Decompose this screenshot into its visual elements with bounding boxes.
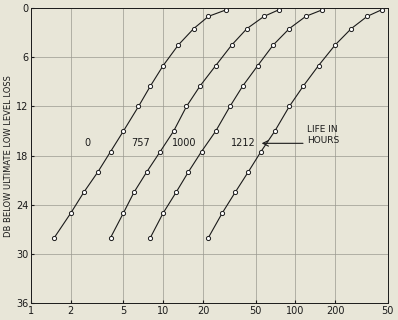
Text: 1212: 1212 (231, 138, 256, 148)
Text: 0: 0 (84, 138, 90, 148)
Y-axis label: DB BELOW ULTIMATE LOW LEVEL LOSS: DB BELOW ULTIMATE LOW LEVEL LOSS (4, 75, 13, 236)
Text: 1000: 1000 (172, 138, 197, 148)
Text: LIFE IN
HOURS: LIFE IN HOURS (307, 125, 339, 145)
Text: 757: 757 (132, 138, 150, 148)
